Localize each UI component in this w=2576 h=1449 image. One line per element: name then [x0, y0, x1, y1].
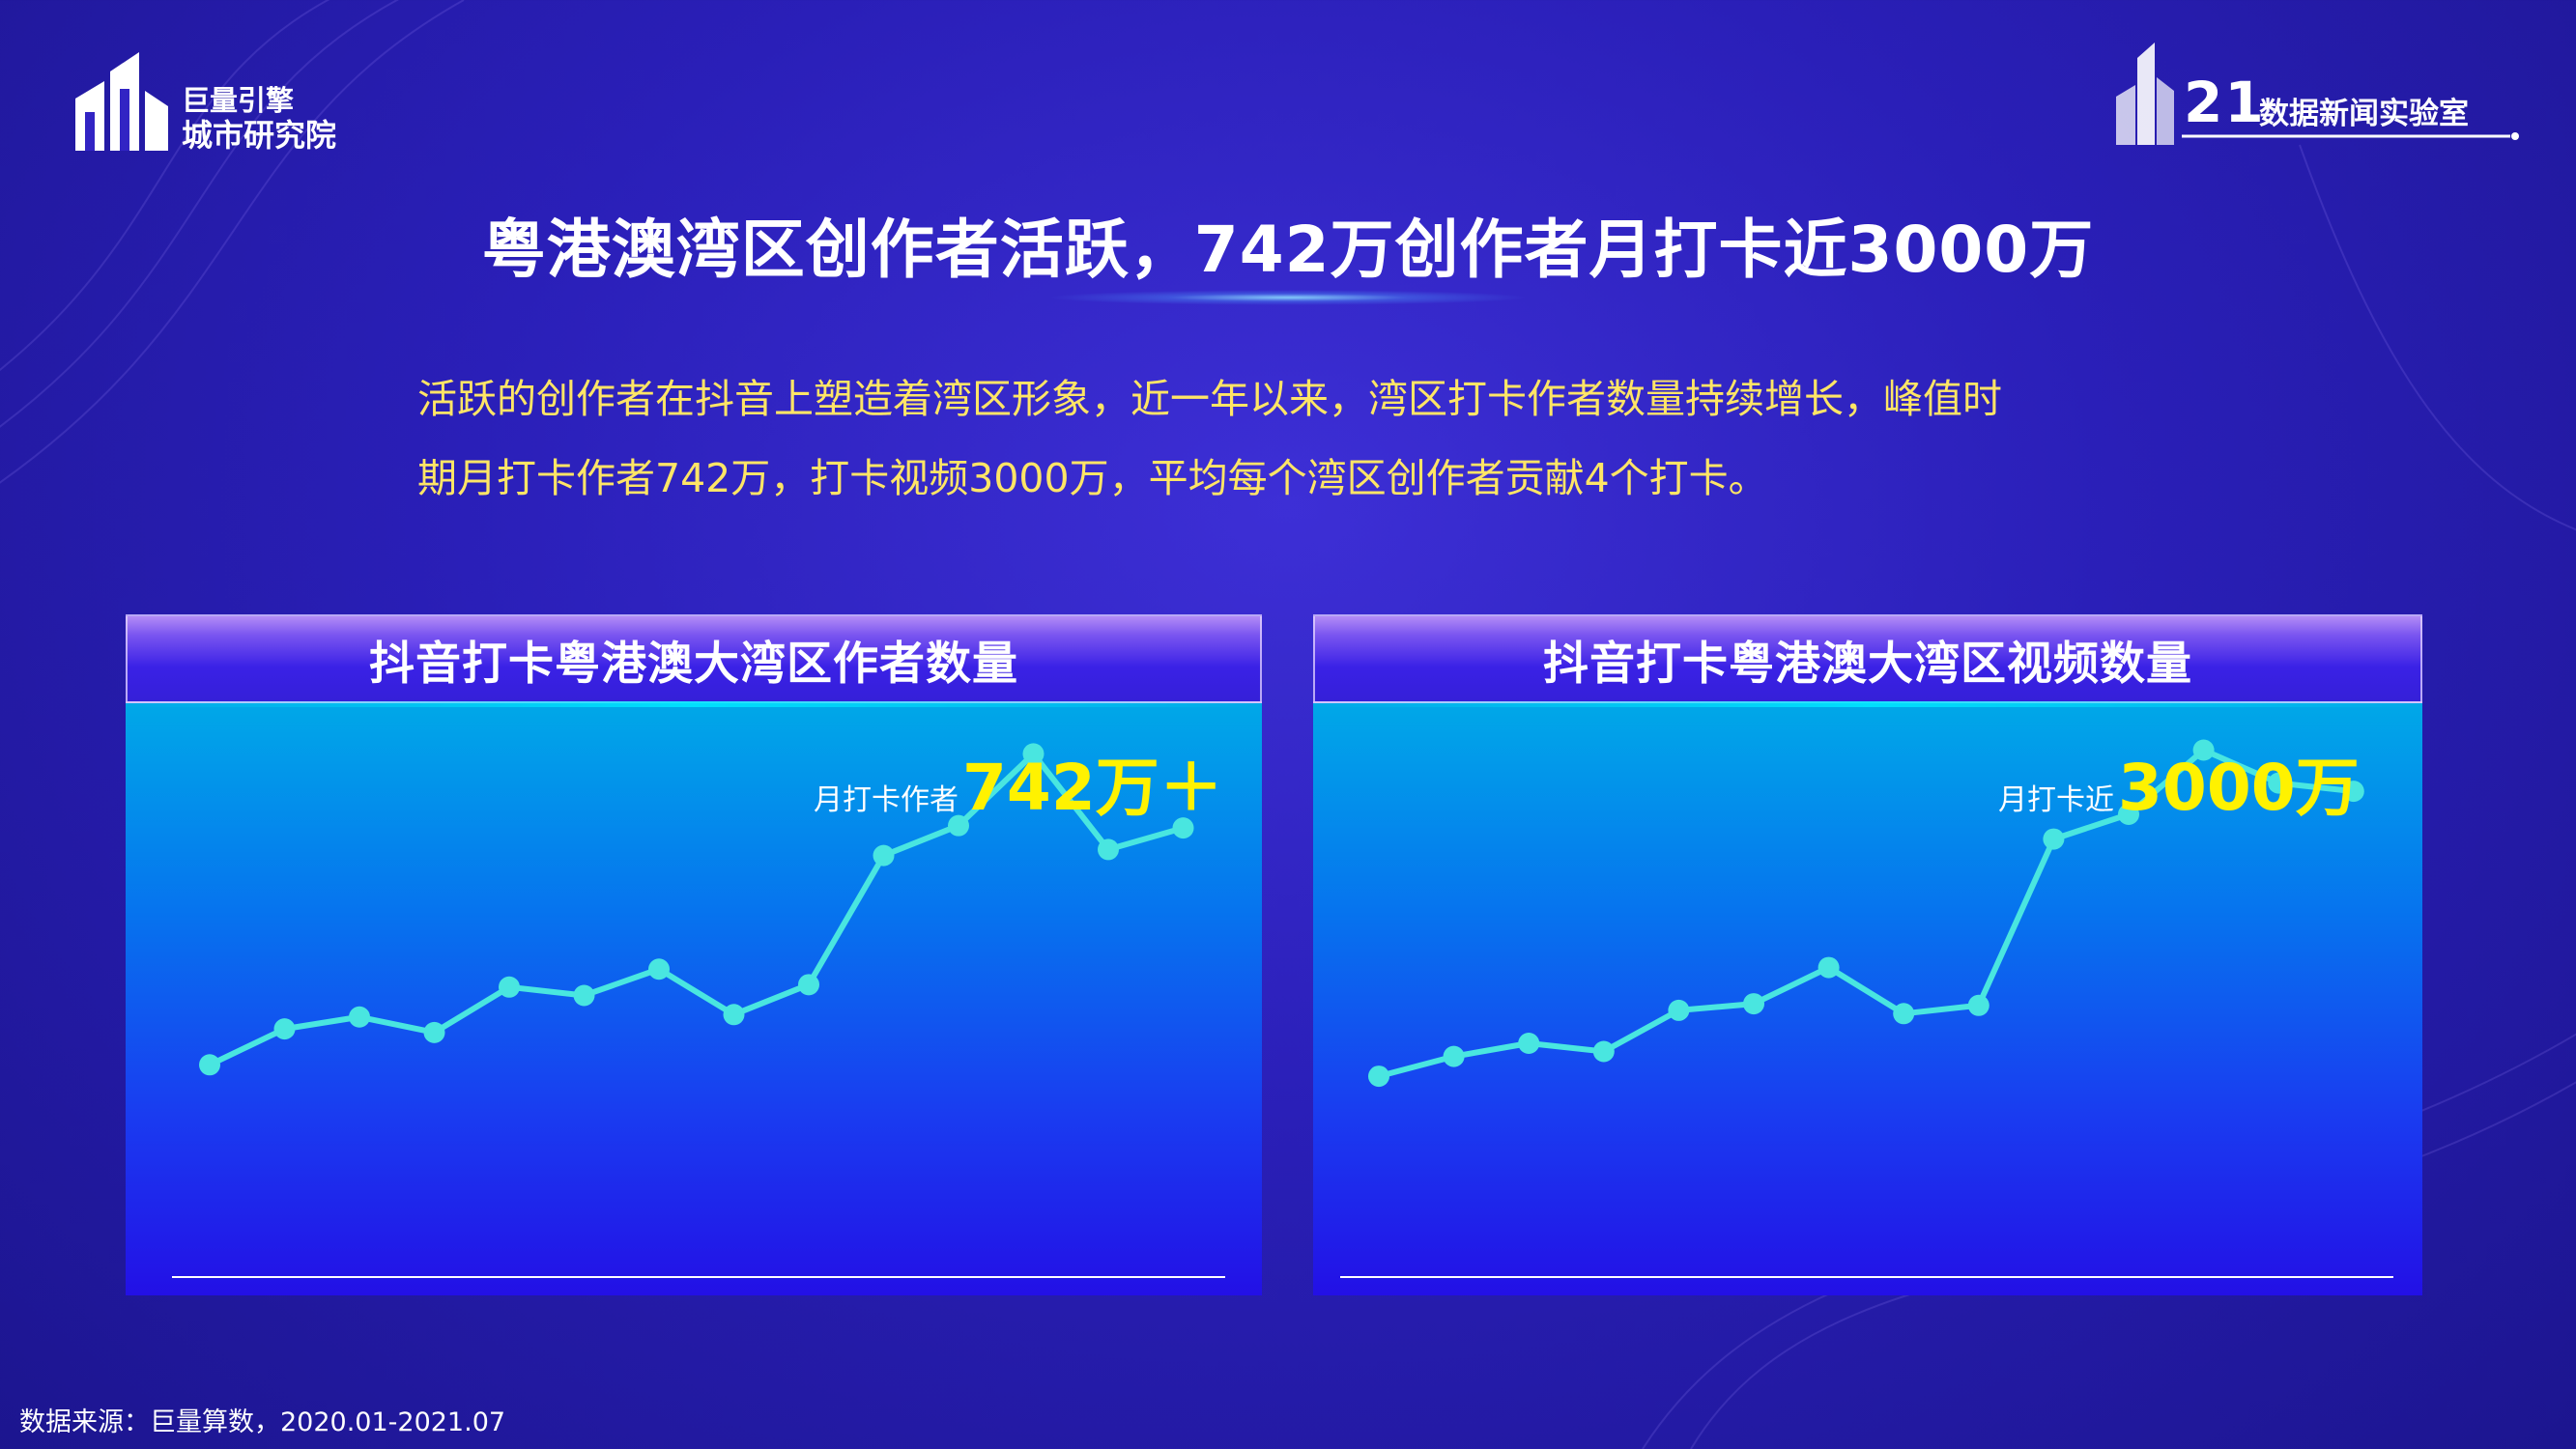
data-point-202105 [2192, 739, 2215, 761]
x-tick-label: 202006 [161, 1293, 258, 1295]
line-chart-videos: 202006 202009 202012 202103 202106 [1331, 739, 2393, 1295]
annotation-videos-label: 月打卡近 [1998, 783, 2114, 817]
data-point-202101 [1893, 1003, 1915, 1025]
annotation-authors-label: 月打卡作者 [814, 783, 959, 817]
x-tick-label: 202103 [2005, 1293, 2102, 1295]
juliang-logo: 巨量引擎 城市研究院 [70, 43, 388, 158]
tower-logo-icon [2116, 43, 2174, 145]
title-glow [1046, 290, 1530, 305]
data-point-202103 [873, 844, 895, 867]
data-point-202104 [2118, 804, 2139, 826]
data-point-202102 [798, 974, 819, 996]
header-glow [126, 701, 1262, 707]
data-point-202009 [423, 1021, 445, 1043]
data-point-202106 [2268, 772, 2290, 794]
x-tick-label: 202103 [835, 1293, 931, 1295]
data-point-202009 [1592, 1040, 1615, 1063]
annotation-authors: 月打卡作者 742万＋ [814, 736, 1223, 829]
annotation-videos-value: 3000万 [2118, 751, 2360, 825]
data-point-202011 [1743, 993, 1764, 1015]
data-point-202007 [1443, 1045, 1465, 1067]
x-tick-label: 202106 [1060, 1293, 1157, 1295]
data-point-202010 [499, 976, 520, 998]
line-chart-authors: 202006 202009 202012 202103 202106 [161, 743, 1225, 1295]
data-point-202008 [349, 1006, 370, 1028]
chart-body-videos [1313, 703, 2422, 1295]
data-point-202103 [2043, 828, 2065, 850]
logo-underline [2182, 132, 2519, 140]
series-line [208, 751, 1185, 1067]
logo-right-number: 21 [2184, 70, 2266, 135]
x-tick-label: 202009 [386, 1293, 482, 1295]
x-tick-label: 202012 [1781, 1293, 1877, 1295]
data-point-202107 [2342, 781, 2364, 803]
chart-title-videos: 抖音打卡粤港澳大湾区视频数量 [1313, 614, 2422, 703]
data-point-202102 [1967, 994, 1989, 1016]
data-point-202012 [648, 958, 670, 980]
data-point-202010 [1668, 999, 1690, 1021]
annotation-authors-value: 742万＋ [962, 751, 1223, 825]
x-tick-label: 202006 [1331, 1293, 1427, 1295]
data-point-202006 [1368, 1065, 1389, 1088]
data-point-202101 [723, 1004, 745, 1026]
chart-card-authors: 抖音打卡粤港澳大湾区作者数量 2020062020092020122021032… [126, 614, 1262, 1295]
chart-title-authors: 抖音打卡粤港澳大湾区作者数量 [126, 614, 1262, 703]
x-tick-label: 202012 [611, 1293, 707, 1295]
data-point-202104 [948, 814, 969, 837]
data-source: 数据来源：巨量算数，2020.01-2021.07 [19, 1407, 506, 1437]
x-tick-label: 202106 [2230, 1293, 2327, 1295]
lab-logo: 21 数据新闻实验室 [2112, 39, 2519, 155]
logo-left-line1: 巨量引擎 [182, 84, 295, 117]
series-line [1378, 747, 2355, 1079]
data-point-202011 [573, 984, 595, 1007]
x-tick-label: 202009 [1556, 1293, 1652, 1295]
city-buildings-icon [75, 52, 168, 151]
logo-left-line2: 城市研究院 [182, 117, 337, 154]
chart-card-videos: 抖音打卡粤港澳大湾区视频数量 2020062020092020122021032… [1313, 614, 2422, 1295]
description-line-1: 活跃的创作者在抖音上塑造着湾区形象，近一年以来，湾区打卡作者数量持续增长，峰值时 [417, 376, 2002, 422]
logo-right-name: 数据新闻实验室 [2259, 97, 2469, 131]
description: 活跃的创作者在抖音上塑造着湾区形象，近一年以来，湾区打卡作者数量持续增长，峰值时… [417, 359, 2176, 518]
header-glow [1313, 701, 2422, 707]
description-line-2: 期月打卡作者742万，打卡视频3000万，平均每个湾区创作者贡献4个打卡。 [417, 455, 1768, 501]
data-point-202012 [1818, 956, 1840, 979]
data-point-202006 [199, 1054, 220, 1076]
page-title: 粤港澳湾区创作者活跃，742万创作者月打卡近3000万 [481, 213, 2095, 287]
annotation-videos: 月打卡近 3000万 [1998, 736, 2360, 829]
data-point-202106 [1098, 838, 1119, 861]
data-point-202008 [1518, 1033, 1540, 1054]
data-point-202007 [273, 1018, 296, 1040]
data-point-202107 [1172, 817, 1194, 839]
data-point-202105 [1022, 743, 1045, 765]
